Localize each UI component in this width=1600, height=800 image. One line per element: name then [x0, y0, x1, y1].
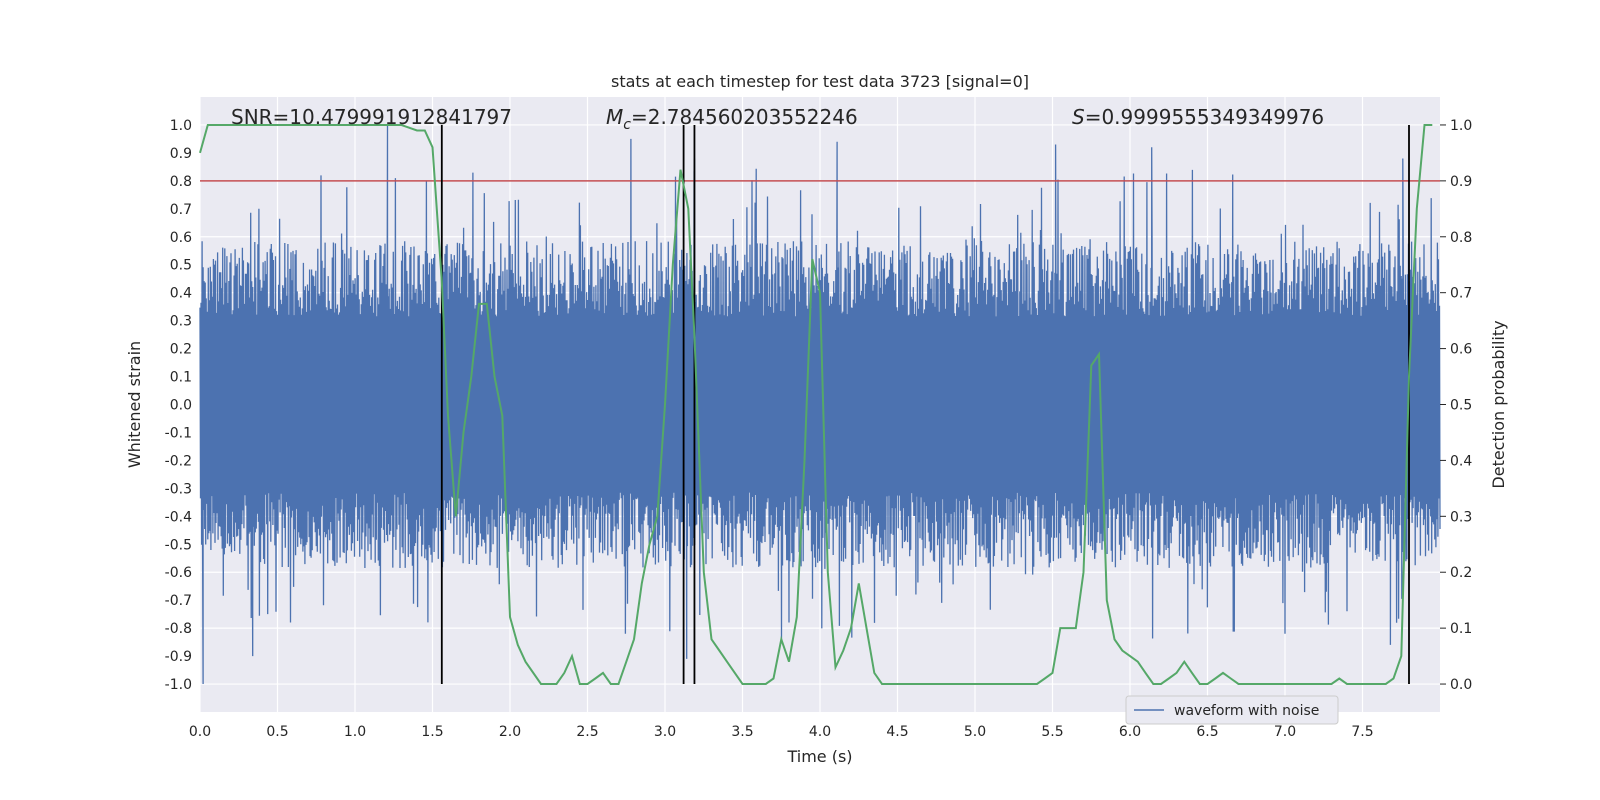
y2-tick-label: 1.0	[1450, 118, 1472, 134]
y-tick-label: 0.0	[170, 398, 192, 414]
x-tick-label: 0.0	[189, 724, 211, 740]
y-tick-label: 0.3	[170, 314, 192, 330]
annotation-chirp-mass: Mc=2.784560203552246	[606, 105, 858, 133]
annotation-s-value: =0.9999555349349976	[1085, 105, 1324, 129]
annotation-s-symbol: S	[1072, 105, 1085, 129]
x-tick-label: 2.5	[576, 724, 598, 740]
annotation-mc-symbol: M	[606, 105, 623, 129]
y2-tick-label: 0.0	[1450, 677, 1472, 693]
x-tick-label: 3.0	[654, 724, 676, 740]
series-waveform-with-noise	[199, 124, 1441, 685]
y-tick-label: 0.5	[170, 258, 192, 274]
y-tick-label: -0.3	[165, 481, 192, 497]
y2-axis-label: Detection probability	[1489, 320, 1508, 488]
chart-title: stats at each timestep for test data 372…	[611, 72, 1029, 91]
series-detection-probability	[199, 124, 1433, 685]
x-axis-label: Time (s)	[786, 747, 852, 766]
y2-tick-label: 0.4	[1450, 453, 1472, 469]
y2-axis-ticks: 0.0 0.1 0.2 0.3 0.4 0.5 0.6 0.7 0.8 0.9 1.0	[1440, 118, 1472, 693]
annotation-mc-subscript: c	[623, 117, 631, 133]
y2-tick-label: 0.7	[1450, 286, 1472, 302]
x-tick-label: 1.0	[344, 724, 366, 740]
y-axis-ticks: -1.0 -0.9 -0.8 -0.7 -0.6 -0.5 -0.4 -0.3 -0.2 -0.1…	[165, 118, 192, 693]
y-tick-label: -0.6	[165, 565, 192, 581]
y-tick-label: 1.0	[170, 118, 192, 134]
y-tick-label: 0.6	[170, 230, 192, 246]
x-tick-label: 7.0	[1274, 724, 1296, 740]
x-tick-label: 0.5	[266, 724, 288, 740]
waveform-line	[199, 124, 1441, 685]
annotation-score: S=0.9999555349349976	[1072, 105, 1324, 129]
x-tick-label: 7.5	[1351, 724, 1373, 740]
y2-tick-label: 0.9	[1450, 174, 1472, 190]
y-tick-label: 0.4	[170, 286, 192, 302]
y-tick-label: 0.1	[170, 370, 192, 386]
annotation-snr: SNR=10.479991912841797	[231, 105, 512, 129]
y-tick-label: 0.7	[170, 202, 192, 218]
y-tick-label: -0.1	[165, 425, 192, 441]
y2-tick-label: 0.2	[1450, 565, 1472, 581]
legend: waveform with noise	[1125, 695, 1339, 725]
x-tick-label: 5.5	[1041, 724, 1063, 740]
y2-tick-label: 0.5	[1450, 398, 1472, 414]
annotation-mc-value: =2.784560203552246	[631, 105, 858, 129]
x-tick-label: 2.0	[499, 724, 521, 740]
y-tick-label: -0.7	[165, 593, 192, 609]
legend-label: waveform with noise	[1174, 703, 1319, 719]
y-tick-label: 0.2	[170, 342, 192, 358]
y-tick-label: -0.5	[165, 537, 192, 553]
x-tick-label: 4.5	[886, 724, 908, 740]
y2-tick-label: 0.1	[1450, 621, 1472, 637]
x-tick-label: 6.5	[1196, 724, 1218, 740]
y-axis-label: Whitened strain	[125, 341, 144, 468]
x-tick-label: 6.0	[1119, 724, 1141, 740]
x-tick-label: 1.5	[421, 724, 443, 740]
y-tick-label: -1.0	[165, 677, 192, 693]
x-tick-label: 3.5	[731, 724, 753, 740]
y-tick-label: -0.2	[165, 453, 192, 469]
y2-tick-label: 0.3	[1450, 509, 1472, 525]
x-axis-ticks: 0.0 0.5 1.0 1.5 2.0 2.5 3.0 3.5 4.0 4.5 5.0 5.5 6.0 6…	[189, 724, 1374, 740]
x-tick-label: 5.0	[964, 724, 986, 740]
y-tick-label: 0.8	[170, 174, 192, 190]
y2-tick-label: 0.8	[1450, 230, 1472, 246]
y-tick-label: 0.9	[170, 146, 192, 162]
y-tick-label: -0.4	[165, 509, 192, 525]
y2-tick-label: 0.6	[1450, 342, 1472, 358]
legend-box	[1125, 695, 1339, 725]
x-tick-label: 4.0	[809, 724, 831, 740]
y-tick-label: -0.9	[165, 649, 192, 665]
y-tick-label: -0.8	[165, 621, 192, 637]
